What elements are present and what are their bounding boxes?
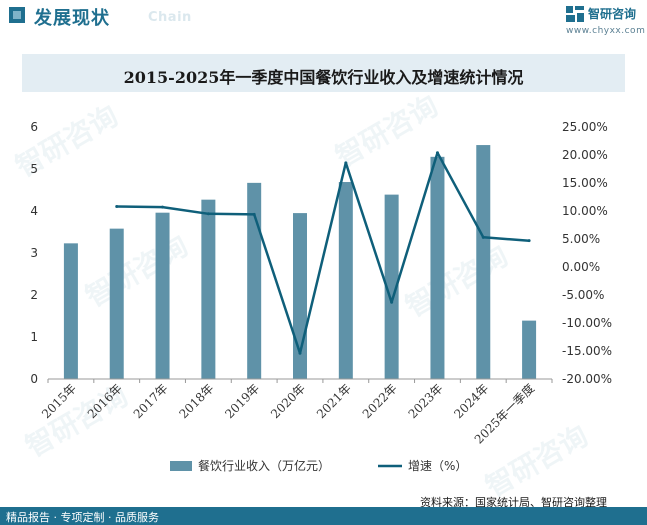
left-axis-tick-label: 0 [30,372,38,386]
bar [201,199,216,379]
bar [384,194,399,379]
x-axis-tick-label: 2021年 [314,381,354,421]
right-axis-tick-label: -5.00% [562,288,604,302]
growth-point [390,300,394,304]
x-axis-tick-label: 2015年 [39,381,79,421]
growth-point [527,239,531,243]
x-axis-tick-label: 2019年 [222,381,262,421]
bar [247,182,262,379]
legend-bar-label: 餐饮行业收入（万亿元） [198,458,330,473]
growth-point [206,212,210,216]
section-title: 发展现状 [34,8,110,29]
bar [476,145,491,379]
brand-name: 智研咨询 [588,7,637,21]
right-axis-tick-label: -20.00% [562,372,612,386]
legend-line-label: 增速（%） [408,459,467,473]
brand-logo-icon [566,6,584,22]
bar [522,320,537,379]
growth-series-line [116,151,530,355]
left-axis-tick-label: 4 [30,204,38,218]
growth-point [161,205,165,209]
x-axis-tick-label: 2022年 [360,381,400,421]
right-axis-tick-label: 5.00% [562,232,600,246]
chart-title: 2015-2025年一季度中国餐饮行业收入及增速统计情况 [123,68,524,87]
left-axis-tick-label: 3 [30,246,38,260]
left-axis-tick-label: 6 [30,120,38,134]
right-axis-tick-label: 20.00% [562,148,608,162]
growth-point [435,151,439,155]
left-axis-tick-label: 1 [30,330,38,344]
right-axis-tick-label: 15.00% [562,176,608,190]
right-axis-tick-label: 25.00% [562,120,608,134]
x-axis-tick-label: 2023年 [406,381,446,421]
footer-slogan: 精品报告 · 专项定制 · 品质服务 [6,511,159,524]
x-axis-tick-label: 2020年 [268,381,308,421]
brand-url: www.chyxx.com [566,26,646,36]
x-axis-tick-label: 2018年 [177,381,217,421]
left-axis-tick-label: 2 [30,288,38,302]
chart-title-band: 2015-2025年一季度中国餐饮行业收入及增速统计情况 [22,54,625,92]
growth-point [344,161,348,165]
x-axis-tick-label: 2016年 [85,381,125,421]
section-square-icon [9,7,25,23]
growth-point [298,351,302,355]
bar [109,228,124,379]
growth-point [252,212,256,216]
bar [155,212,170,379]
legend-bar-swatch [170,461,192,471]
bar [430,156,445,379]
right-axis-tick-label: 10.00% [562,204,608,218]
x-axis-tick-label: 2017年 [131,381,171,421]
left-axis-tick-label: 5 [30,162,38,176]
bar [63,243,78,379]
growth-point [481,235,485,239]
growth-point [115,205,119,209]
section-subtitle: Chain [148,10,192,25]
footer-bar: 精品报告 · 专项定制 · 品质服务 [0,507,647,525]
top-bar: 发展现状 Chain 智研咨询 www.chyxx.com [0,0,647,36]
bar [338,182,353,379]
source-note: 资料来源：国家统计局、智研咨询整理 [420,496,607,509]
right-axis-tick-label: 0.00% [562,260,600,274]
right-axis-tick-label: -10.00% [562,316,612,330]
x-axis-tick-label: 2024年 [451,381,491,421]
right-axis-tick-label: -15.00% [562,344,612,358]
